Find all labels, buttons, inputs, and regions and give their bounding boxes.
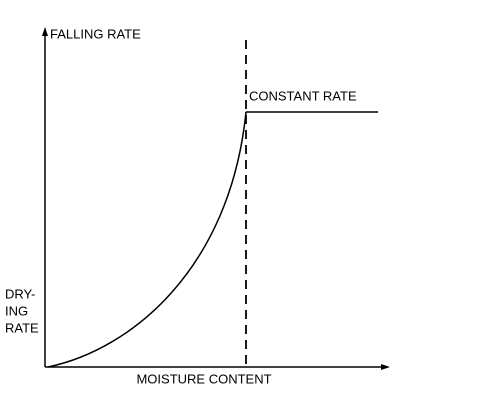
falling-rate-label: FALLING RATE [50, 26, 141, 41]
x-axis-arrow [381, 364, 390, 370]
falling-rate-curve [47, 111, 247, 368]
x-axis-label: MOISTURE CONTENT [136, 371, 271, 386]
y-axis-label: DRY- [5, 286, 35, 301]
y-axis-label: RATE [5, 320, 39, 335]
constant-rate-label: CONSTANT RATE [249, 88, 357, 103]
y-axis-label: ING [5, 303, 28, 318]
y-axis-arrow [42, 27, 48, 36]
